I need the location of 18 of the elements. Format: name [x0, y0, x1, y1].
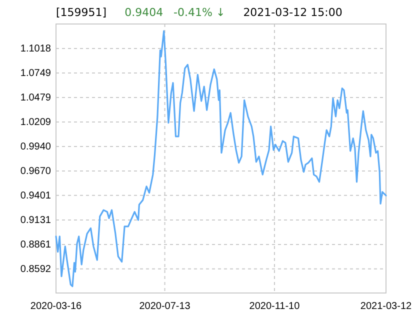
y-tick-label: 1.0749 — [20, 68, 52, 80]
y-tick-label: 0.9670 — [20, 166, 52, 178]
x-tick-label: 2020-11-10 — [249, 301, 300, 312]
line-series — [55, 30, 387, 288]
text: 2021-03-12 15:00 — [243, 6, 342, 19]
y-tick-label: 0.8592 — [20, 264, 52, 276]
y-tick-label: 0.9401 — [20, 190, 52, 202]
y-tick-label: 1.1018 — [20, 44, 52, 55]
x-tick-label: 2021-03-12 — [360, 301, 412, 312]
y-tick-label: 0.8861 — [20, 240, 52, 251]
y-tick-label: 0.9940 — [20, 142, 52, 153]
y-tick-label: 1.0479 — [20, 92, 52, 104]
x-tick-label: 2020-07-13 — [139, 301, 191, 312]
y-tick-label: 0.9131 — [20, 215, 52, 226]
chart-title: [159951] — [56, 6, 107, 19]
x-tick-label: 2020-03-16 — [30, 301, 82, 312]
y-tick-label: 1.0209 — [20, 117, 52, 128]
chart-subtitle: 0.9404 -0.41% ↓ — [124, 6, 226, 19]
